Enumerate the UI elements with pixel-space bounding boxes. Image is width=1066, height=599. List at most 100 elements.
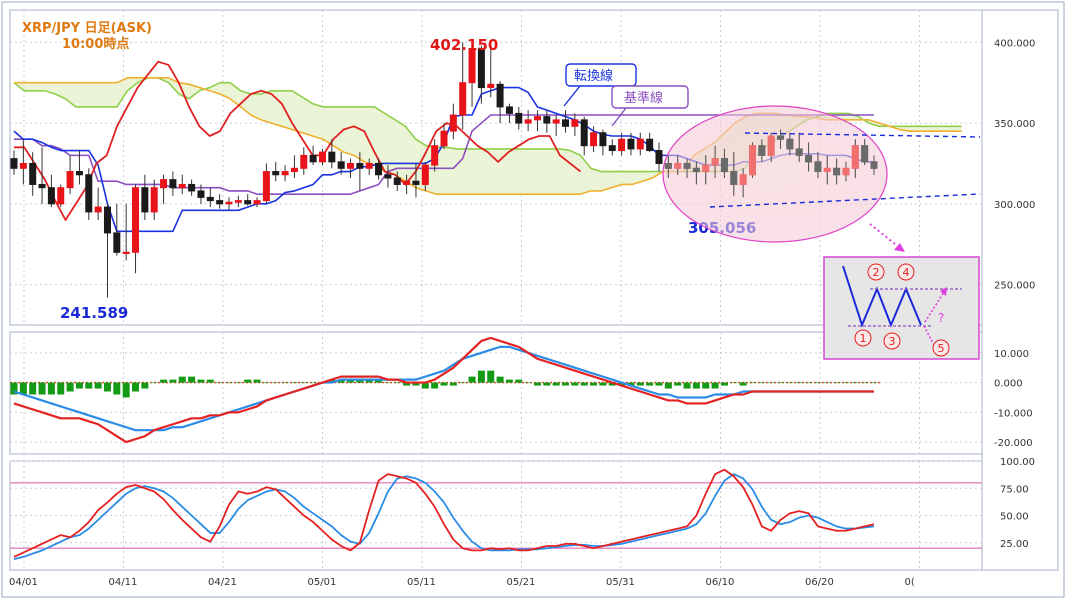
macd-histogram-bar [160,379,168,383]
macd-histogram-bar [216,382,224,384]
candle-body [842,167,850,176]
macd-histogram-bar [113,382,121,395]
candle-body [599,132,607,147]
candle-body [496,83,504,108]
candle-body [29,162,37,185]
macd-histogram-bar [636,382,644,386]
macd-histogram-bar [870,382,878,384]
y-tick-label: -20.000 [994,438,1033,449]
candle-body [543,116,551,124]
candle-body [94,206,102,213]
candle-body [786,138,794,150]
y-tick-label: 100.00 [1000,457,1035,468]
macd-histogram-bar [234,382,242,384]
consolidation-ellipse [662,105,888,243]
candle-body [674,162,682,169]
x-tick-label: 05/31 [606,577,635,588]
candle-body [38,183,46,189]
macd-histogram-bar [403,382,411,386]
macd-histogram-bar [505,379,513,383]
macd-histogram-bar [169,379,177,383]
upper-trend-line [744,132,981,138]
chart-title: XRP/JPY 日足(ASK) [22,21,152,36]
macd-histogram-bar [10,382,18,395]
candle-body [290,167,298,173]
macd-histogram-bar [655,382,663,386]
candle-body [141,187,149,213]
macd-histogram-bar [552,382,560,386]
macd-histogram-bar [758,382,766,384]
candle-body [758,145,766,156]
pattern-step-circle [883,332,901,350]
candle-body [262,171,270,202]
breakout-up-arrowhead [940,287,947,296]
candle-body [515,112,523,124]
macd-histogram-bar [599,382,607,386]
stoch-d-line [13,473,875,560]
candle-body [384,174,392,179]
candle-body [449,114,457,132]
tenkan-callout-label: 転換線 [574,68,613,84]
macd-line [13,336,874,444]
macd-histogram-bar [300,382,308,384]
candle-body [730,171,738,185]
candle-body [216,200,224,205]
inset-pointer-arrowhead [894,243,905,252]
kijun-callout-box [611,85,689,109]
macd-histogram-bar [664,382,672,389]
candle-body [487,83,495,89]
macd-histogram-bar [122,382,130,398]
candle-body [197,190,205,198]
macd-histogram-bar [365,379,373,383]
candle-body [767,135,775,156]
pattern-step-number: 2 [873,266,880,279]
macd-histogram-bar [66,382,74,392]
candle-body [440,130,448,147]
macd-histogram-bar [356,379,364,383]
candle-body [608,145,616,152]
macd-histogram-bar [85,382,93,389]
candle-body [169,179,177,189]
macd-histogram-bar [132,382,140,392]
candle-body [664,162,672,169]
macd-histogram-bar [720,382,728,386]
candle-body [805,154,813,163]
candle-body [870,161,878,169]
candle-body [627,138,635,150]
pattern-step-circle [897,263,915,281]
macd-histogram-bar [580,382,588,386]
macd-histogram-bar [805,382,813,384]
candle-body [421,164,429,185]
macd-histogram-bar [459,382,467,384]
candle-body [150,187,158,213]
candle-body [66,171,74,189]
macd-histogram-bar [786,382,794,384]
stoch-k-line [13,468,875,558]
x-tick-label: 05/21 [507,577,536,588]
x-tick-label: 04/01 [9,577,38,588]
candle-body [328,151,336,163]
candle-body [113,232,121,253]
macd-histogram-bar [739,382,747,386]
candle-body [132,187,140,253]
candle-body [431,145,439,166]
candle-body [533,116,541,121]
x-tick-label: 0( [905,577,915,588]
candle-body [272,171,280,176]
candle-body [468,48,476,84]
w-pattern-line [842,265,922,328]
macd-histogram-bar [150,382,158,384]
candle-body [47,187,55,205]
macd-histogram-bar [421,382,429,389]
candle-body [711,158,719,166]
macd-histogram-bar [851,382,859,384]
macd-histogram-bar [524,382,532,384]
macd-histogram-bar [767,382,775,384]
macd-histogram-bar [38,382,46,395]
pattern-step-circle [854,329,872,347]
x-tick-label: 04/21 [208,577,237,588]
candle-body [702,164,710,173]
candle-body [833,167,841,176]
pattern-step-number: 3 [889,335,896,348]
candle-body [590,132,598,147]
